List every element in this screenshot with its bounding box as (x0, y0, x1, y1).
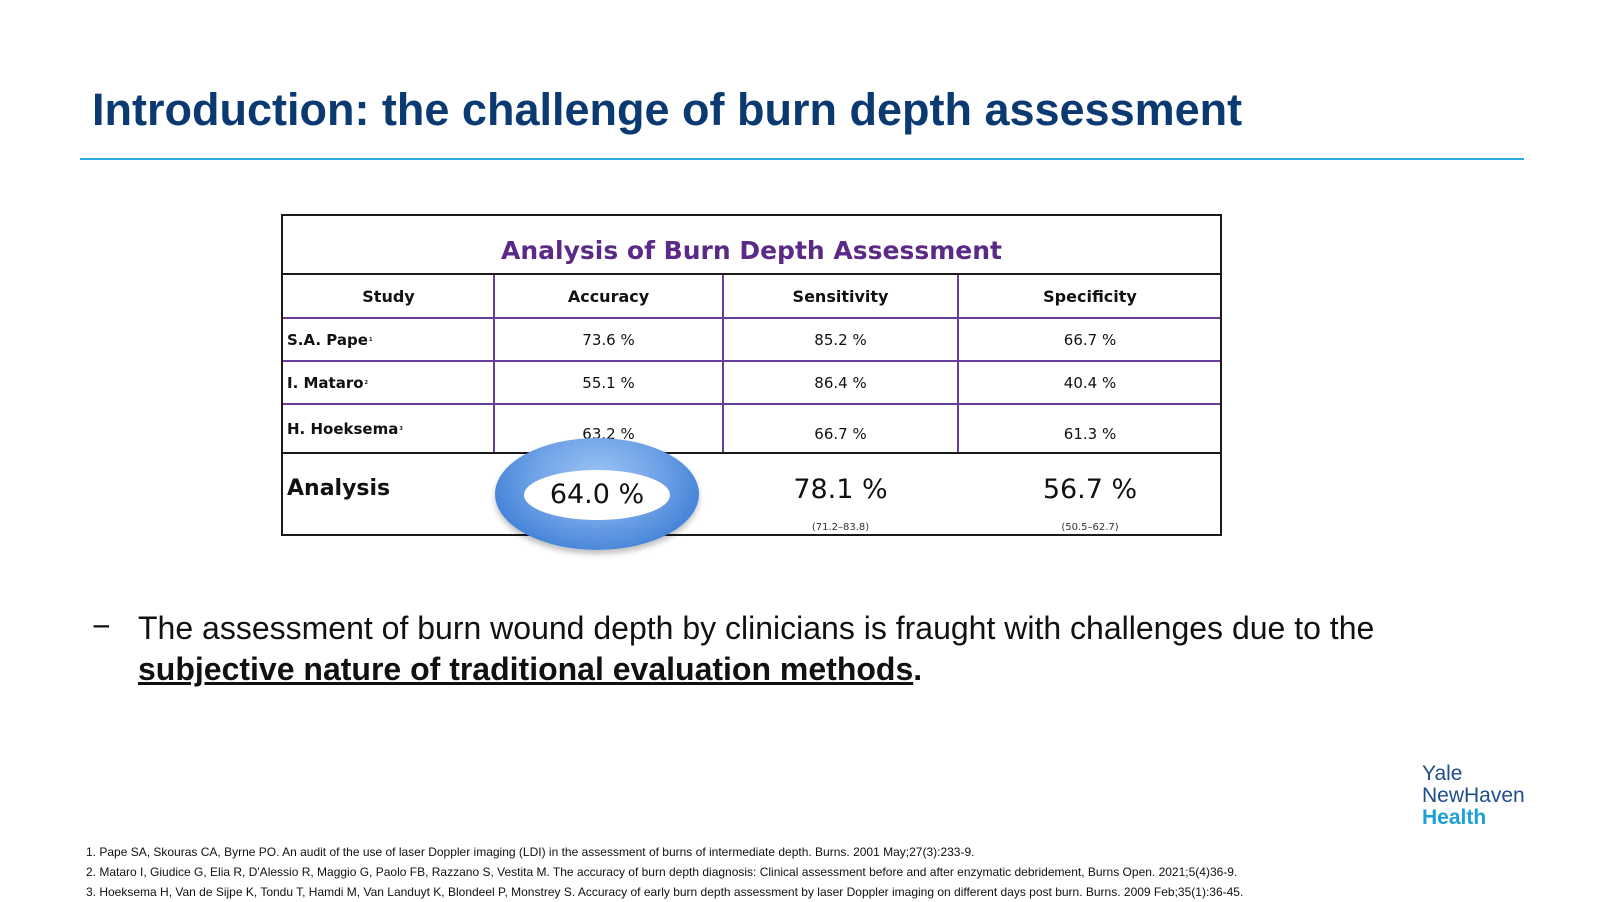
bullet-text-plain: The assessment of burn wound depth by cl… (138, 610, 1375, 646)
analysis-accuracy: 64.0 % (549, 478, 645, 510)
bullet-text-end: . (913, 651, 923, 687)
sensitivity-confidence-interval: (71.2–83.8) (811, 522, 870, 533)
logo-line-health: Health (1422, 806, 1487, 829)
study-name-text: S.A. Pape (287, 330, 368, 349)
analysis-label: Analysis (287, 476, 391, 501)
header-accuracy: Accuracy (567, 286, 650, 306)
logo-line-newhaven: NewHaven (1422, 784, 1525, 807)
logo-line-yale: Yale (1422, 762, 1463, 785)
slide-title: Introduction: the challenge of burn dept… (92, 84, 1243, 135)
table-row: S.A. Pape 1 73.6 % 85.2 % 66.7 % (283, 319, 1220, 360)
header-specificity: Specificity (1043, 286, 1137, 306)
reference-marker: 1 (368, 336, 373, 343)
specificity-confidence-interval: (50.5–62.7) (1061, 522, 1119, 533)
study-name-text: H. Hoeksema (287, 419, 399, 438)
specificity-value: 40.4 % (1063, 373, 1117, 392)
row-divider (283, 317, 1220, 319)
title-divider (80, 158, 1524, 160)
column-divider (493, 275, 495, 452)
header-study: Study (362, 286, 415, 306)
reference-marker: 2 (364, 379, 369, 386)
table-header-row: Study Accuracy Sensitivity Specificity (283, 275, 1220, 317)
table-title-divider (283, 273, 1220, 275)
reference-marker: 3 (399, 425, 403, 432)
bullet-dash-icon: − (92, 608, 111, 644)
study-name: H. Hoeksema 3 (283, 405, 494, 452)
row-divider (283, 403, 1220, 405)
column-divider (957, 275, 959, 452)
study-name-text: I. Mataro (287, 373, 364, 392)
burn-depth-table: Analysis of Burn Depth Assessment Study … (281, 214, 1222, 536)
reference-item: 2. Mataro I, Giudice G, Elia R, D'Alessi… (86, 865, 1238, 879)
specificity-value: 66.7 % (1063, 330, 1117, 349)
study-name: I. Mataro 2 (283, 362, 494, 403)
yale-newhaven-health-logo: Yale NewHaven Health (1422, 763, 1525, 829)
analysis-divider (283, 452, 1220, 454)
table-title: Analysis of Burn Depth Assessment (501, 236, 1002, 265)
sensitivity-value: 66.7 % (814, 424, 867, 443)
reference-item: 1. Pape SA, Skouras CA, Byrne PO. An aud… (86, 845, 975, 859)
row-divider (283, 360, 1220, 362)
reference-item: 3. Hoeksema H, Van de Sijpe K, Tondu T, … (86, 885, 1244, 899)
study-name: S.A. Pape 1 (283, 319, 494, 360)
bullet-text: The assessment of burn wound depth by cl… (138, 608, 1478, 690)
accuracy-value: 73.6 % (582, 330, 635, 349)
accuracy-value: 55.1 % (582, 373, 635, 392)
table-row: H. Hoeksema 3 63.2 % 66.7 % 61.3 % (283, 405, 1220, 452)
specificity-value: 61.3 % (1063, 424, 1117, 443)
analysis-sensitivity: 78.1 % (793, 474, 888, 505)
table-row: I. Mataro 2 55.1 % 86.4 % 40.4 % (283, 362, 1220, 403)
ring-inner (524, 470, 670, 520)
sensitivity-value: 86.4 % (814, 373, 867, 392)
highlight-ring-shape: 64.0 % (495, 438, 699, 550)
bullet-text-emphasis: subjective nature of traditional evaluat… (138, 651, 914, 687)
column-divider (722, 275, 724, 452)
header-sensitivity: Sensitivity (792, 286, 889, 306)
sensitivity-value: 85.2 % (814, 330, 867, 349)
references-list: 1. Pape SA, Skouras CA, Byrne PO. An aud… (86, 842, 1243, 902)
analysis-specificity: 56.7 % (1042, 474, 1138, 505)
